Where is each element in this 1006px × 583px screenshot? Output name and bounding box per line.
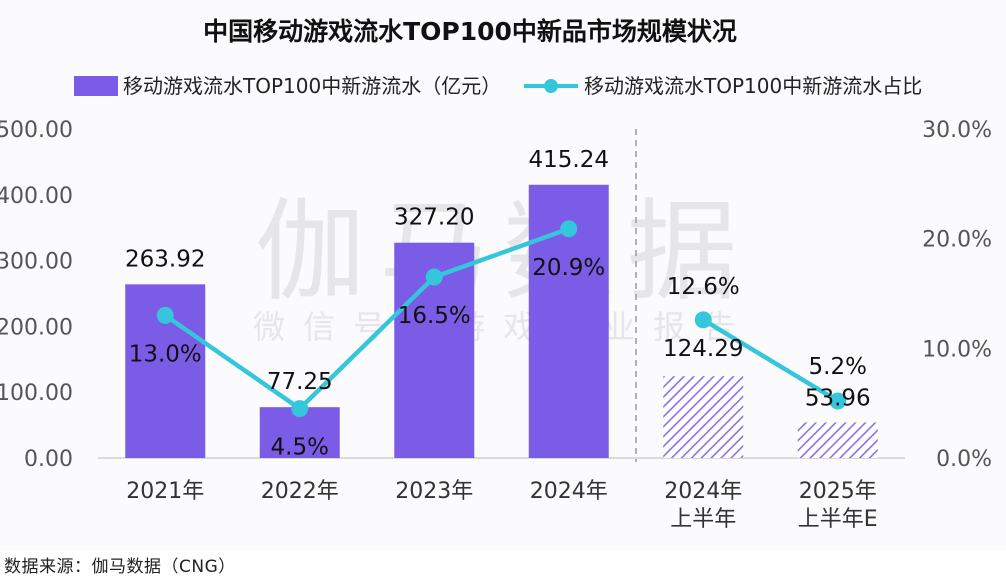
- bar-value-label: 77.25: [267, 369, 333, 395]
- chart-area: 伽马数据 微信号：游戏产业报告 中国移动游戏流水TOP100中新品市场规模状况 移…: [0, 17, 992, 532]
- share-value-label: 13.0%: [129, 341, 202, 367]
- x-tick-label: 2022年: [261, 479, 339, 504]
- legend-line-label: 移动游戏流水TOP100中新游流水占比: [584, 74, 922, 98]
- y-left-tick-label: 200.00: [0, 315, 73, 340]
- bar-value-label: 415.24: [529, 147, 609, 173]
- legend-bar-swatch: [74, 76, 118, 96]
- source-note: 数据来源：伽马数据（CNG）: [4, 557, 236, 577]
- share-point: [560, 220, 578, 238]
- legend-bar-label: 移动游戏流水TOP100中新游流水（亿元）: [123, 74, 501, 98]
- x-tick-label: 2025年: [799, 479, 877, 504]
- share-line-segment: [702, 317, 839, 403]
- bar-value-label: 124.29: [663, 336, 743, 362]
- y-right-tick-label: 20.0%: [922, 228, 992, 253]
- x-tick-label: 上半年E: [798, 507, 878, 532]
- share-value-label: 4.5%: [271, 435, 329, 461]
- bar-value-label: 327.20: [394, 205, 474, 231]
- legend: 移动游戏流水TOP100中新游流水（亿元） 移动游戏流水TOP100中新游流水占比: [74, 74, 922, 98]
- chart-title: 中国移动游戏流水TOP100中新品市场规模状况: [203, 17, 737, 46]
- bar-value-label: 263.92: [125, 246, 205, 272]
- legend-line-marker: [544, 79, 558, 93]
- bar: [663, 376, 744, 458]
- y-left-tick-label: 100.00: [0, 381, 73, 406]
- y-right-tick-label: 30.0%: [922, 118, 992, 143]
- y-left-tick-label: 0.00: [24, 447, 73, 472]
- share-point: [694, 311, 712, 329]
- share-value-label: 5.2%: [809, 354, 867, 380]
- watermark-text: 伽马数据: [255, 188, 751, 316]
- bar-value-label: 53.96: [805, 385, 871, 411]
- x-tick-label: 2024年: [530, 479, 608, 504]
- x-tick-label: 上半年: [670, 507, 736, 532]
- share-value-label: 20.9%: [532, 255, 605, 281]
- share-line-segment: [163, 226, 570, 411]
- bar: [797, 422, 878, 458]
- x-tick-label: 2021年: [126, 479, 204, 504]
- share-point: [291, 400, 309, 418]
- share-value-label: 12.6%: [667, 274, 740, 300]
- share-point: [156, 306, 174, 324]
- share-point: [829, 392, 847, 410]
- x-tick-label: 2023年: [395, 479, 473, 504]
- y-left-tick-label: 300.00: [0, 250, 73, 275]
- share-value-label: 16.5%: [398, 303, 471, 329]
- y-right-tick-label: 10.0%: [922, 337, 992, 362]
- share-point: [425, 268, 443, 286]
- watermark-subtext: 微信号：游戏产业报告: [253, 308, 753, 346]
- y-left-tick-label: 500.00: [0, 118, 73, 143]
- y-right-tick-label: 0.0%: [936, 447, 992, 472]
- y-left-tick-label: 400.00: [0, 184, 73, 209]
- x-tick-label: 2024年: [664, 479, 742, 504]
